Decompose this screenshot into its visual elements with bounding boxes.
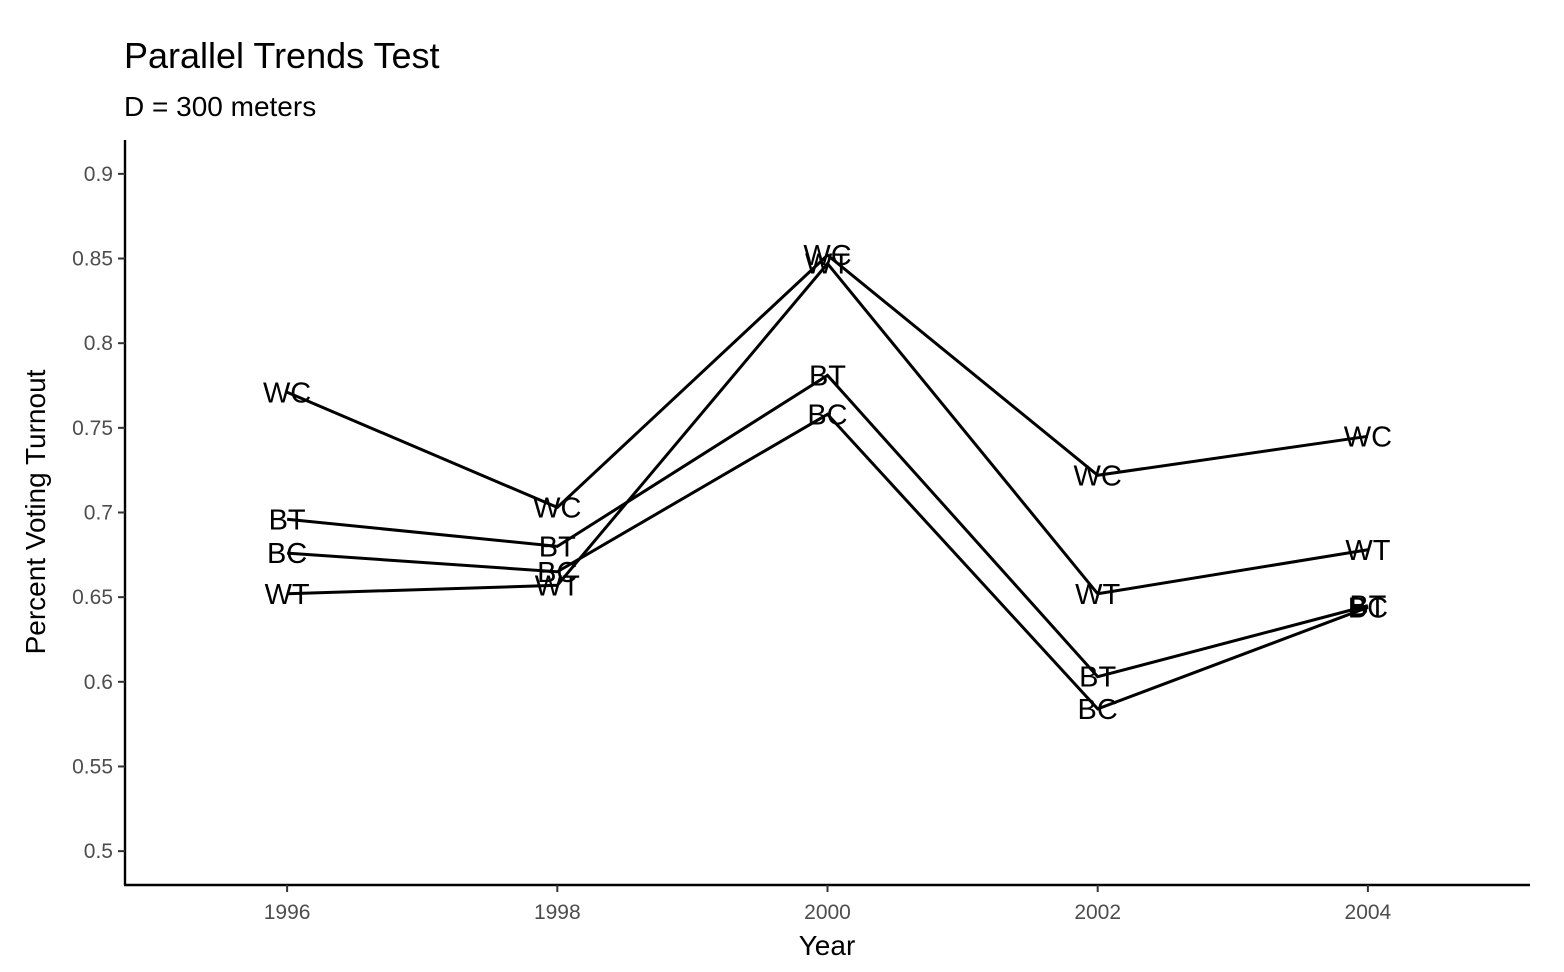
- x-tick-label: 2000: [804, 901, 851, 924]
- y-tick-label: 0.5: [84, 840, 113, 863]
- x-tick-label: 2004: [1345, 901, 1392, 924]
- series-bc: BC BC BC BC BC: [267, 399, 1388, 726]
- point-label-bc: BC: [1078, 694, 1118, 726]
- point-label-bt: BT: [539, 531, 576, 563]
- x-tick-label: 1998: [534, 901, 581, 924]
- x-axis-ticks: 1996 1998 2000 2002 2004: [264, 885, 1392, 924]
- point-label-wt: WT: [805, 249, 850, 281]
- y-axis-title: Percent Voting Turnout: [20, 369, 51, 654]
- series-line-bc: [287, 412, 1369, 711]
- chart-subtitle: D = 300 meters: [124, 91, 316, 122]
- y-axis-ticks: 0.5 0.55 0.6 0.65 0.7 0.75 0.8 0.85 0.9: [72, 163, 125, 863]
- point-label-wc: WC: [533, 492, 581, 524]
- series-line-wc: [286, 253, 1369, 510]
- point-label-bc: BC: [807, 399, 847, 431]
- point-label-bc: BC: [267, 538, 307, 570]
- point-label-wc: WC: [803, 240, 851, 272]
- point-label-wt: WT: [1075, 579, 1120, 611]
- y-tick-label: 0.85: [72, 248, 113, 271]
- point-label-bc: BC: [537, 557, 577, 589]
- point-label-bc: BC: [1348, 592, 1388, 624]
- point-label-wt: WT: [535, 570, 580, 602]
- y-tick-label: 0.75: [72, 417, 113, 440]
- point-label-bt: BT: [269, 504, 306, 536]
- series-wc: WC WC WC WC WC: [263, 240, 1392, 524]
- series-line-wt: [287, 261, 1369, 596]
- point-label-bt: BT: [1349, 591, 1386, 623]
- chart-title: Parallel Trends Test: [124, 35, 440, 76]
- y-tick-label: 0.7: [84, 502, 113, 525]
- y-tick-label: 0.6: [84, 671, 113, 694]
- point-label-wc: WC: [1344, 421, 1392, 453]
- x-tick-label: 2002: [1074, 901, 1121, 924]
- point-label-bt: BT: [809, 360, 846, 392]
- y-tick-label: 0.55: [72, 755, 113, 778]
- point-label-bt: BT: [1079, 662, 1116, 694]
- y-tick-label: 0.8: [84, 332, 113, 355]
- x-tick-label: 1996: [264, 901, 311, 924]
- series-wt: WT WT WT WT WT: [265, 249, 1391, 611]
- point-label-wt: WT: [1345, 535, 1390, 567]
- y-tick-label: 0.9: [84, 163, 113, 186]
- series-line-bt: [286, 373, 1369, 679]
- series-bt: BT BT BT BT BT: [269, 360, 1387, 693]
- y-tick-label: 0.65: [72, 586, 113, 609]
- x-axis-title: Year: [799, 930, 856, 961]
- point-label-wt: WT: [265, 579, 310, 611]
- point-label-wc: WC: [263, 377, 311, 409]
- point-label-wc: WC: [1074, 460, 1122, 492]
